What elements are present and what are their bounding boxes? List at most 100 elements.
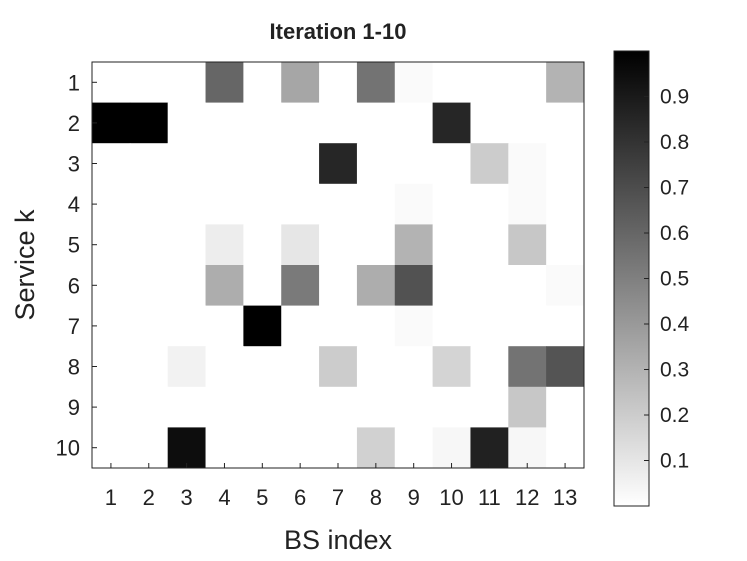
heatmap-cell [356,143,396,185]
y-tick-label: 6 [68,273,80,298]
colorbar-tick-label: 0.3 [660,359,689,382]
x-tick-label: 13 [553,485,577,510]
heatmap-cell [167,386,207,428]
y-tick-label: 9 [68,395,80,420]
heatmap-cell [167,143,207,185]
heatmap-cells [92,62,585,469]
heatmap-cell [129,183,169,225]
heatmap-cell [356,224,396,266]
heatmap-cell [432,427,471,469]
heatmap-cell [394,62,434,104]
heatmap-cell [129,102,169,144]
heatmap-cell [508,427,547,469]
heatmap-cell [470,346,509,388]
y-axis-label: Service k [10,209,40,321]
x-tick-label: 2 [143,485,155,510]
x-tick-label: 9 [408,485,420,510]
heatmap-cell [281,427,320,469]
y-tick-label: 2 [68,111,80,136]
heatmap-cell [205,265,244,307]
heatmap-cell [432,346,471,388]
heatmap-cell [432,386,471,428]
heatmap-cell [470,386,509,428]
heatmap-cell [394,346,434,388]
heatmap-cell [319,346,358,388]
heatmap-cell [546,183,585,225]
heatmap-cell [546,62,585,104]
heatmap-cell [508,224,547,266]
heatmap-cell [129,265,169,307]
heatmap-cell [205,346,244,388]
heatmap-cell [319,224,358,266]
heatmap-cell [205,224,244,266]
heatmap-cell [508,305,547,347]
heatmap-cell [546,224,585,266]
heatmap-cell [129,305,169,347]
heatmap-cell [243,305,282,347]
heatmap-cell [470,143,509,185]
heatmap-cell [243,62,282,104]
x-tick-label: 12 [515,485,539,510]
heatmap-cell [243,265,282,307]
heatmap-cell [508,102,547,144]
heatmap-cell [281,143,320,185]
heatmap-cell [205,305,244,347]
heatmap-cell [92,183,131,225]
heatmap-cell [508,386,547,428]
heatmap-cell [92,143,131,185]
x-tick-label: 10 [439,485,463,510]
heatmap-cell [205,102,244,144]
heatmap-cell [243,224,282,266]
heatmap-cell [319,62,358,104]
heatmap-cell [470,265,509,307]
heatmap-cell [394,386,434,428]
x-tick-label: 8 [370,485,382,510]
heatmap-cell [129,427,169,469]
y-tick-label: 5 [68,233,80,258]
heatmap-cell [243,143,282,185]
heatmap-cell [394,224,434,266]
heatmap-cell [508,346,547,388]
heatmap-cell [205,143,244,185]
heatmap-cell [281,386,320,428]
heatmap-cell [546,386,585,428]
heatmap-cell [92,62,131,104]
colorbar-tick-label: 0.4 [660,313,690,336]
heatmap-cell [508,265,547,307]
heatmap-cell [394,102,434,144]
heatmap-cell [281,62,320,104]
colorbar-tick-label: 0.1 [660,450,689,473]
heatmap-cell [432,102,471,144]
colorbar-tick-label: 0.6 [660,222,689,245]
heatmap-cell [205,427,244,469]
heatmap-cell [281,265,320,307]
heatmap-cell [129,386,169,428]
heatmap-cell [205,386,244,428]
x-tick-label: 5 [256,485,268,510]
heatmap-cell [92,224,131,266]
chart-title: Iteration 1-10 [270,19,407,44]
heatmap-cell [243,346,282,388]
heatmap-cell [546,265,585,307]
heatmap-cell [92,427,131,469]
heatmap-cell [508,183,547,225]
heatmap-cell [470,305,509,347]
heatmap-cell [356,102,396,144]
heatmap-cell [546,427,585,469]
heatmap-cell [546,102,585,144]
heatmap-cell [129,224,169,266]
heatmap-cell [508,143,547,185]
heatmap-cell [281,224,320,266]
heatmap-cell [394,143,434,185]
heatmap-cell [356,346,396,388]
heatmap-cell [167,265,207,307]
heatmap-cell [167,224,207,266]
colorbar-tick-label: 0.5 [660,268,689,291]
x-tick-label: 3 [180,485,192,510]
heatmap-cell [432,305,471,347]
y-tick-label: 1 [68,70,80,95]
heatmap-cell [470,62,509,104]
heatmap-cell [356,305,396,347]
heatmap-cell [92,102,131,144]
y-tick-label: 10 [56,436,80,461]
